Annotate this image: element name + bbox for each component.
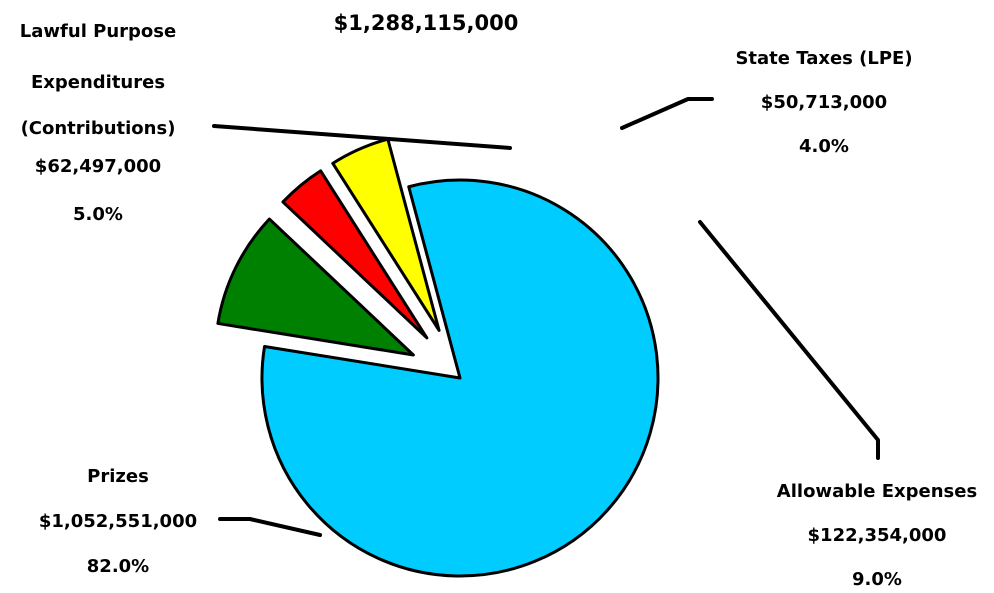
data-label-lawful-purpose-line3: (Contributions) <box>21 118 176 139</box>
data-label-lawful-purpose-value: $62,497,000 <box>35 156 161 177</box>
pie-slice-allowable-expenses <box>216 217 415 357</box>
data-label-lawful-purpose-line1: Lawful Purpose <box>20 21 176 42</box>
leader-line-lawful-purpose <box>212 124 512 150</box>
leader-line-state-taxes <box>620 97 714 130</box>
pie-slice-state-taxes <box>281 169 429 340</box>
data-label-allowable-expenses-line1: Allowable Expenses <box>777 481 977 502</box>
pie-slice-prizes <box>260 178 660 578</box>
data-label-prizes-percent: 82.0% <box>87 556 149 577</box>
data-label-state-taxes-value: $50,713,000 <box>761 92 887 113</box>
leader-line-prizes <box>218 517 322 537</box>
data-label-prizes-line1: Prizes <box>87 466 149 487</box>
data-label-allowable-expenses-value: $122,354,000 <box>808 525 947 546</box>
leader-line-allowable-expenses <box>698 220 880 460</box>
data-label-prizes-value: $1,052,551,000 <box>39 511 197 532</box>
data-label-lawful-purpose-percent: 5.0% <box>73 204 123 225</box>
data-label-allowable-expenses-percent: 9.0% <box>852 569 902 590</box>
data-label-lawful-purpose-line2: Expenditures <box>31 72 165 93</box>
data-label-state-taxes-percent: 4.0% <box>799 136 849 157</box>
data-label-state-taxes-line1: State Taxes (LPE) <box>735 48 912 69</box>
chart-title: $1,288,115,000 <box>334 11 519 35</box>
